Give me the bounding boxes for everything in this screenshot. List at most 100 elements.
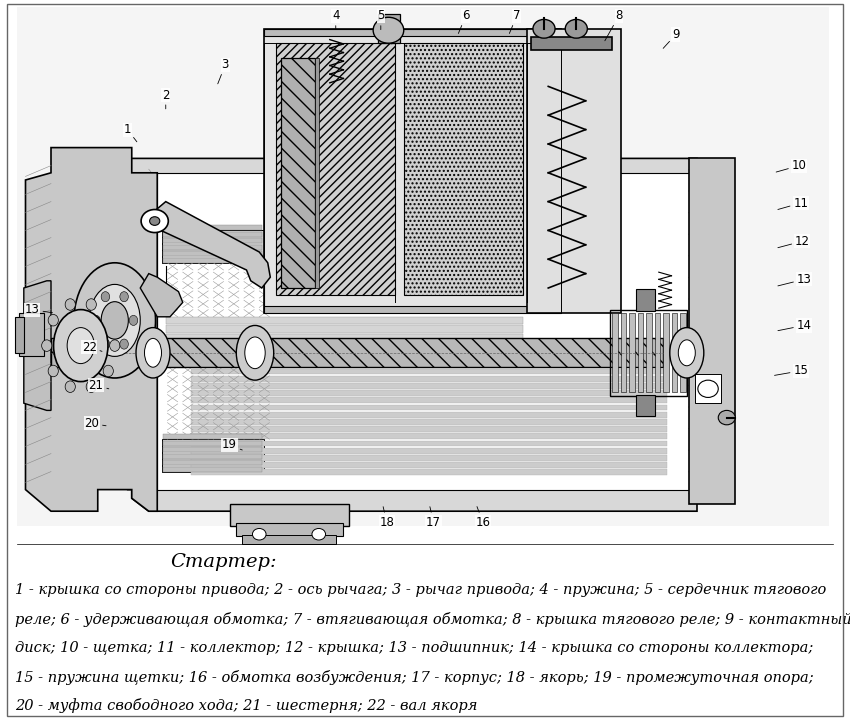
Bar <box>191 376 667 382</box>
Ellipse shape <box>103 365 113 377</box>
Bar <box>163 251 262 256</box>
Text: 16: 16 <box>475 507 490 528</box>
Text: 1 - крышка со стороны привода; 2 - ось рычага; 3 - рычаг привода; 4 - пружина; 5: 1 - крышка со стороны привода; 2 - ось р… <box>15 583 826 597</box>
Text: 7: 7 <box>509 9 520 33</box>
Ellipse shape <box>698 380 718 397</box>
Ellipse shape <box>65 299 76 310</box>
Text: диск; 10 - щетка; 11 - коллектор; 12 - крышка; 13 - подшипник; 14 - крышка со ст: диск; 10 - щетка; 11 - коллектор; 12 - к… <box>15 641 813 654</box>
Ellipse shape <box>89 284 140 356</box>
Bar <box>191 441 667 446</box>
Bar <box>276 43 395 295</box>
Text: 18: 18 <box>379 507 394 528</box>
Bar <box>163 225 262 230</box>
Bar <box>163 441 262 446</box>
Bar <box>688 158 735 504</box>
Ellipse shape <box>101 339 110 349</box>
Ellipse shape <box>236 325 274 380</box>
Ellipse shape <box>565 19 587 38</box>
Ellipse shape <box>42 340 52 351</box>
Bar <box>638 313 643 392</box>
Bar <box>191 397 667 403</box>
Ellipse shape <box>110 340 120 351</box>
Ellipse shape <box>48 315 59 326</box>
Ellipse shape <box>144 338 162 367</box>
Ellipse shape <box>48 365 59 377</box>
Bar <box>314 58 319 288</box>
Bar <box>230 504 348 526</box>
Text: 1: 1 <box>124 123 137 142</box>
Polygon shape <box>26 148 157 511</box>
Ellipse shape <box>245 337 265 369</box>
Bar <box>163 460 262 465</box>
Ellipse shape <box>120 339 128 349</box>
Text: 15: 15 <box>774 364 808 377</box>
Ellipse shape <box>92 315 100 325</box>
Bar <box>378 14 400 43</box>
Bar <box>527 29 620 313</box>
Bar <box>191 448 667 454</box>
Bar <box>19 313 44 356</box>
Bar <box>191 412 667 418</box>
Bar <box>191 433 667 439</box>
Polygon shape <box>162 230 264 263</box>
Bar <box>280 58 314 288</box>
Bar <box>163 447 262 452</box>
Bar <box>695 374 721 403</box>
Bar <box>610 310 687 396</box>
Bar <box>51 338 663 367</box>
Bar <box>236 523 343 536</box>
Ellipse shape <box>103 315 113 326</box>
Text: 8: 8 <box>605 9 622 41</box>
Text: 21: 21 <box>88 379 109 392</box>
Ellipse shape <box>373 17 404 43</box>
Bar <box>663 313 669 392</box>
Bar <box>636 395 654 416</box>
Bar <box>163 434 262 439</box>
Text: 19: 19 <box>222 438 242 451</box>
Ellipse shape <box>136 328 170 378</box>
Ellipse shape <box>86 299 96 310</box>
Text: 11: 11 <box>778 197 808 210</box>
Bar <box>191 369 667 374</box>
Bar <box>163 454 262 459</box>
Text: 4: 4 <box>332 9 339 30</box>
Bar <box>166 343 523 350</box>
Bar <box>620 313 626 392</box>
Ellipse shape <box>86 381 96 392</box>
Polygon shape <box>24 281 51 410</box>
Text: 12: 12 <box>778 235 810 248</box>
Bar <box>264 29 561 36</box>
Bar <box>166 325 523 333</box>
Polygon shape <box>140 274 183 317</box>
Polygon shape <box>157 173 688 490</box>
Bar <box>163 232 262 237</box>
Bar <box>191 469 667 475</box>
Ellipse shape <box>678 340 695 366</box>
Ellipse shape <box>150 217 160 225</box>
Bar <box>163 258 262 263</box>
Text: 9: 9 <box>663 28 679 48</box>
Text: 6: 6 <box>458 9 469 33</box>
Text: реле; 6 - удерживающая обмотка; 7 - втягивающая обмотка; 8 - крышка тягового рел: реле; 6 - удерживающая обмотка; 7 - втяг… <box>15 612 850 627</box>
Bar <box>163 245 262 250</box>
Ellipse shape <box>141 210 168 233</box>
Ellipse shape <box>67 328 94 364</box>
Bar <box>654 313 660 392</box>
Bar <box>531 37 612 50</box>
Ellipse shape <box>54 310 108 382</box>
Bar <box>191 390 667 396</box>
Text: 14: 14 <box>778 319 812 332</box>
Bar <box>680 313 686 392</box>
Text: 3: 3 <box>218 58 229 84</box>
Bar <box>242 535 336 544</box>
Bar <box>163 238 262 243</box>
Bar <box>191 455 667 461</box>
Bar <box>191 405 667 410</box>
Text: 17: 17 <box>426 507 441 528</box>
Bar <box>166 334 523 341</box>
Ellipse shape <box>718 410 735 425</box>
Polygon shape <box>149 202 270 288</box>
Ellipse shape <box>101 302 128 339</box>
Bar <box>672 313 677 392</box>
Bar <box>629 313 635 392</box>
